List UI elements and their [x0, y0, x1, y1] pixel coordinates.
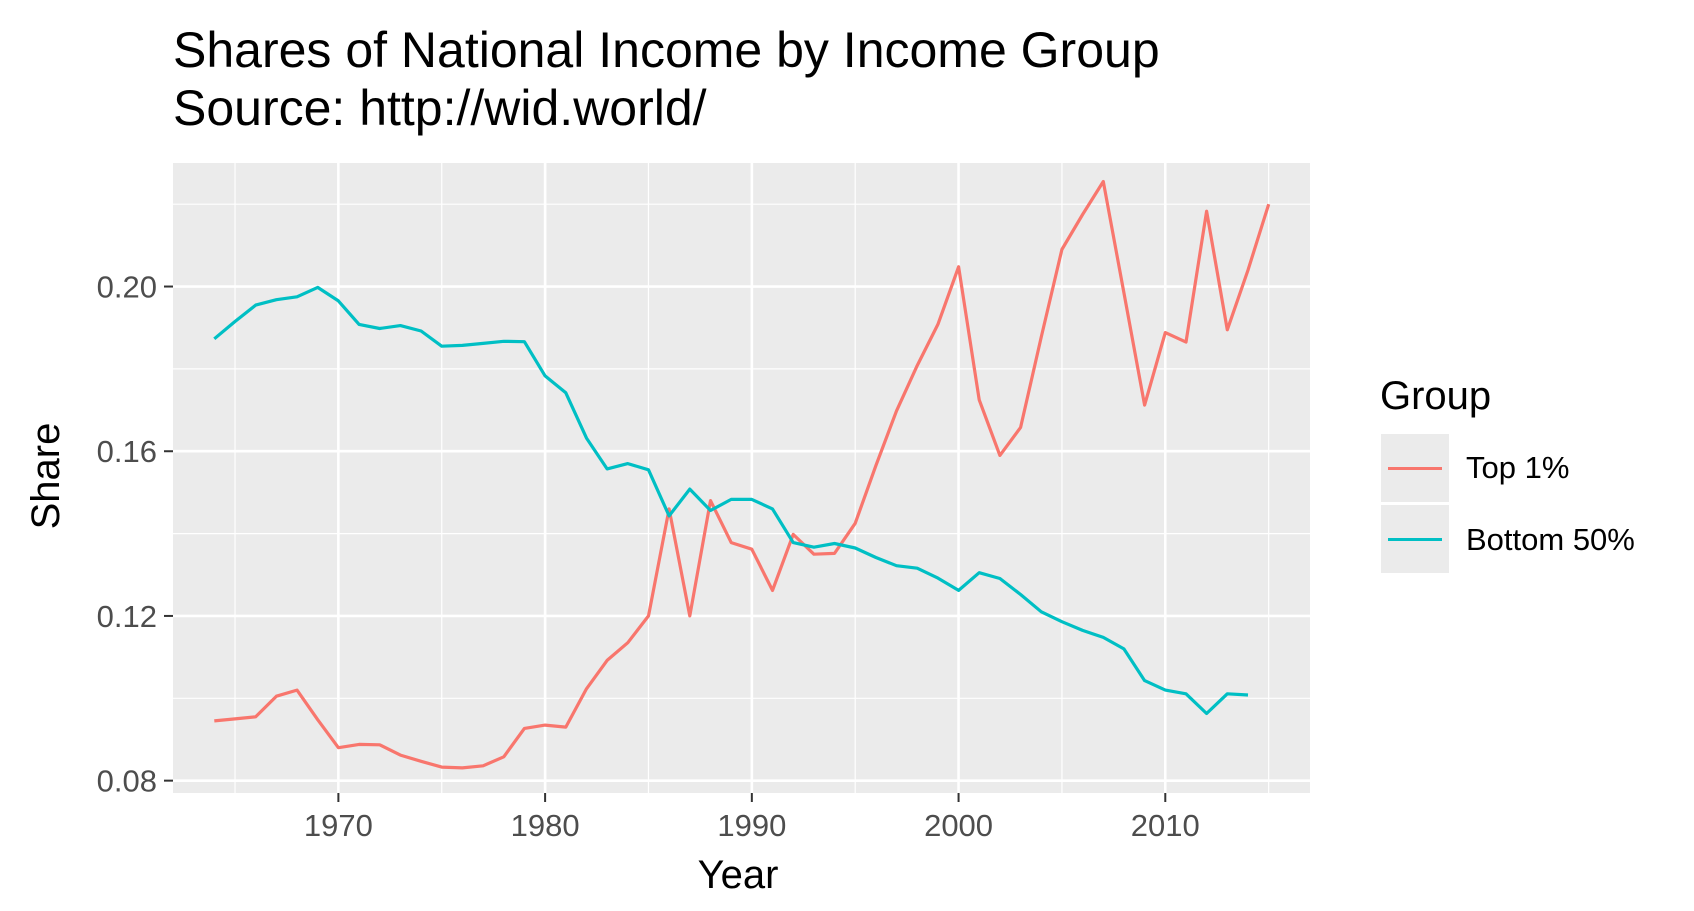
y-tick-label: 0.20 [97, 270, 157, 305]
legend-line-top-1 [1388, 467, 1442, 470]
legend-key-top-1 [1381, 434, 1449, 502]
grid-minor [173, 163, 1310, 793]
legend-key-bottom-50 [1381, 505, 1449, 573]
legend-title: Group [1380, 374, 1492, 418]
y-axis-title: Share [24, 422, 68, 530]
x-tick-label: 1980 [511, 808, 580, 843]
series-line-top-1 [214, 179, 1271, 770]
x-tick-label: 2000 [924, 808, 993, 843]
y-tick-label: 0.08 [97, 764, 157, 799]
x-tick-label: 2010 [1131, 808, 1200, 843]
x-tick-label: 1970 [304, 808, 373, 843]
legend-label-bottom-50: Bottom 50% [1466, 522, 1635, 557]
y-tick-label: 0.16 [97, 434, 157, 469]
y-axis: 0.08 0.12 0.16 0.20 [97, 270, 173, 799]
x-axis-title: Year [697, 853, 779, 897]
grid-major [173, 163, 1310, 793]
series-line-bottom-50 [213, 285, 1249, 716]
chart-subtitle: Source: http://wid.world/ [173, 80, 707, 136]
legend-line-bottom-50 [1388, 538, 1442, 541]
series-lines [213, 179, 1271, 770]
x-axis: 1970 1980 1990 2000 2010 [304, 793, 1200, 843]
y-tick-label: 0.12 [97, 599, 157, 634]
legend-label-top-1: Top 1% [1466, 450, 1570, 485]
x-tick-label: 1990 [717, 808, 786, 843]
chart-title: Shares of National Income by Income Grou… [173, 22, 1160, 78]
